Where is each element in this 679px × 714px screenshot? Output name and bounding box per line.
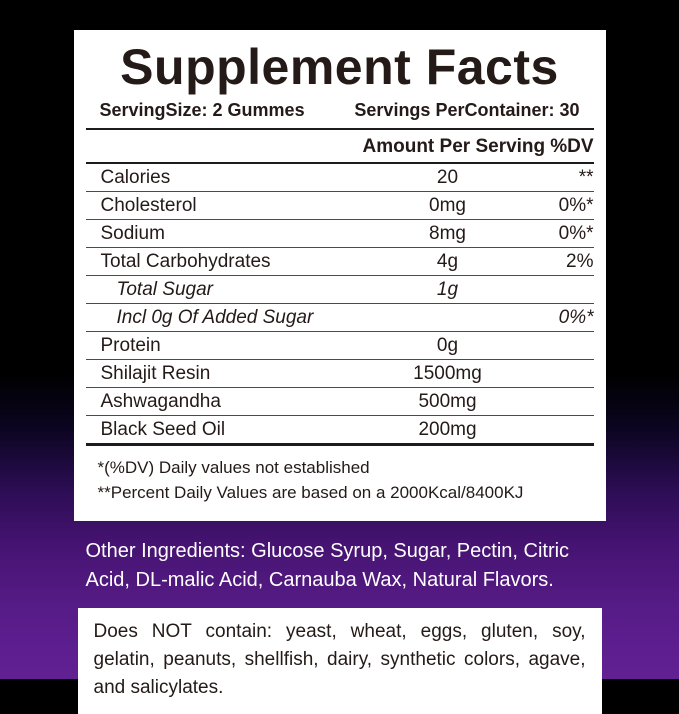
table-row-black-seed-oil: Black Seed Oil 200mg: [86, 416, 594, 443]
table-row-sodium: Sodium 8mg 0%*: [85, 220, 594, 248]
table-row-ashwagandha: Ashwagandha 500mg: [85, 388, 594, 416]
table-row-calories: Calories 20 **: [85, 164, 594, 192]
nutrient-label: Shilajit Resin: [100, 363, 211, 384]
nutrient-label: Cholesterol: [100, 195, 197, 216]
table-header-row: Amount Per Serving %DV: [85, 130, 594, 164]
other-ingredients-text: Other Ingredients: Glucose Syrup, Sugar,…: [85, 540, 570, 591]
facts-table: Amount Per Serving %DV Calories 20 ** Ch…: [85, 128, 594, 446]
nutrient-label: Protein: [100, 335, 161, 356]
supplement-facts-panel: Supplement Facts ServingSize: 2 Gummes S…: [73, 30, 606, 521]
nutrient-amount: 1500mg: [413, 363, 482, 384]
header-dv: %DV: [550, 136, 594, 157]
table-row-shilajit-resin: Shilajit Resin 1500mg: [85, 360, 594, 388]
nutrient-dv: 0%*: [558, 223, 594, 244]
nutrient-dv: 0%*: [558, 307, 594, 328]
footnote-dv-not-established: *(%DV) Daily values not established: [97, 458, 370, 477]
nutrient-label: Total Sugar: [116, 279, 213, 300]
nutrient-amount: 8mg: [429, 223, 466, 244]
nutrient-amount: 0mg: [429, 195, 466, 216]
footnote-daily-values-basis: **Percent Daily Values are based on a 20…: [97, 483, 524, 502]
serving-size: ServingSize: 2 Gummes: [99, 100, 305, 120]
table-row-total-sugar: Total Sugar 1g: [85, 276, 594, 304]
panel-title: Supplement Facts: [120, 39, 559, 95]
footnotes: *(%DV) Daily values not established **Pe…: [86, 455, 594, 505]
nutrient-dv: 0%*: [558, 195, 594, 216]
nutrient-amount: 500mg: [418, 391, 477, 412]
nutrient-amount: 4g: [436, 251, 459, 272]
table-row-added-sugar: Incl 0g Of Added Sugar 0%*: [85, 304, 594, 332]
table-row-cholesterol: Cholesterol 0mg 0%*: [85, 192, 594, 220]
nutrient-dv: 2%: [566, 251, 594, 272]
nutrient-amount: 20: [436, 167, 459, 188]
nutrient-amount: 1g: [436, 279, 459, 300]
nutrient-label: Total Carbohydrates: [100, 251, 271, 272]
facts-table-wrapper: Amount Per Serving %DV Calories 20 ** Ch…: [85, 128, 594, 446]
nutrient-label: Black Seed Oil: [100, 419, 226, 440]
serving-info: ServingSize: 2 Gummes Servings PerContai…: [74, 99, 606, 121]
nutrient-label: Sodium: [100, 223, 165, 244]
table-row-protein: Protein 0g: [85, 332, 594, 360]
nutrient-amount: 0g: [436, 335, 459, 356]
header-amount-per-serving: Amount Per Serving: [362, 136, 546, 157]
nutrient-label: Incl 0g Of Added Sugar: [116, 307, 314, 328]
nutrient-label: Ashwagandha: [100, 391, 221, 412]
allergen-notice-box: Does NOT contain: yeast, wheat, eggs, gl…: [77, 608, 602, 714]
table-row-total-carbohydrates: Total Carbohydrates 4g 2%: [85, 248, 594, 276]
nutrient-dv: **: [578, 167, 594, 188]
servings-per-container: Servings PerContainer: 30: [354, 100, 580, 120]
nutrient-amount: 200mg: [418, 419, 477, 440]
nutrient-label: Calories: [100, 167, 171, 188]
allergen-notice-text: Does NOT contain: yeast, wheat, eggs, gl…: [93, 621, 586, 698]
